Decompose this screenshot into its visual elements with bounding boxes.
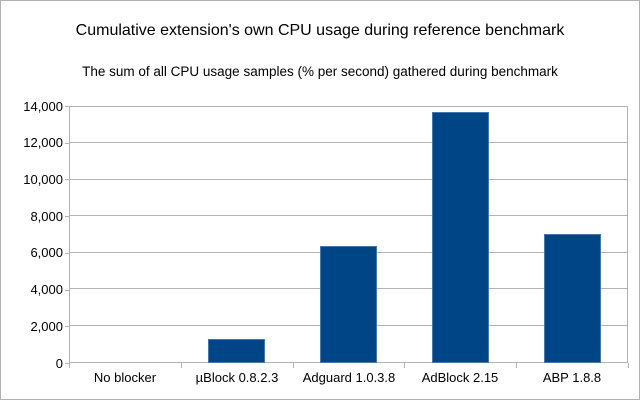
y-gridline	[70, 215, 627, 217]
bar-adguard-1-0-3-8	[320, 246, 377, 363]
y-axis-tick-mark	[65, 363, 69, 364]
y-axis-tick-mark	[65, 216, 69, 217]
y-axis-tick-label: 4,000	[30, 282, 63, 297]
x-axis-category-label: µBlock 0.8.2.3	[195, 370, 279, 385]
x-axis-tick-mark	[181, 363, 182, 368]
y-axis-tick-label: 10,000	[23, 172, 63, 187]
bar-abp-1-8-8	[544, 234, 601, 363]
y-gridline	[70, 142, 627, 144]
x-axis-category-label: ABP 1.8.8	[542, 370, 602, 385]
y-axis-tick-label: 8,000	[30, 209, 63, 224]
y-axis-tick-mark	[65, 290, 69, 291]
chart-title: Cumulative extension's own CPU usage dur…	[75, 22, 565, 39]
x-axis-tick-mark	[404, 363, 405, 368]
y-axis-tick-mark	[65, 143, 69, 144]
y-gridline	[70, 178, 627, 180]
x-axis-tick-mark	[69, 363, 70, 368]
x-axis-tick-mark	[628, 363, 629, 368]
x-axis-tick-mark	[293, 363, 294, 368]
y-axis-tick-mark	[65, 106, 69, 107]
bar--block-0-8-2-3	[208, 339, 265, 363]
y-axis-tick-mark	[65, 326, 69, 327]
x-axis-category-label: Adguard 1.0.3.8	[302, 370, 396, 385]
y-axis-tick-label: 6,000	[30, 245, 63, 260]
y-axis-tick-mark	[65, 179, 69, 180]
y-axis-tick-mark	[65, 253, 69, 254]
x-axis-tick-mark	[516, 363, 517, 368]
x-axis-category-label: No blocker	[93, 370, 157, 385]
bar-adblock-2-15	[432, 112, 489, 363]
x-axis-category-label: AdBlock 2.15	[421, 370, 499, 385]
y-axis-tick-label: 0	[55, 356, 63, 371]
chart-subtitle: The sum of all CPU usage samples (% per …	[82, 64, 558, 79]
y-axis-tick-label: 2,000	[30, 319, 63, 334]
y-axis-tick-label: 12,000	[23, 135, 63, 150]
y-axis-tick-label: 14,000	[23, 99, 63, 114]
